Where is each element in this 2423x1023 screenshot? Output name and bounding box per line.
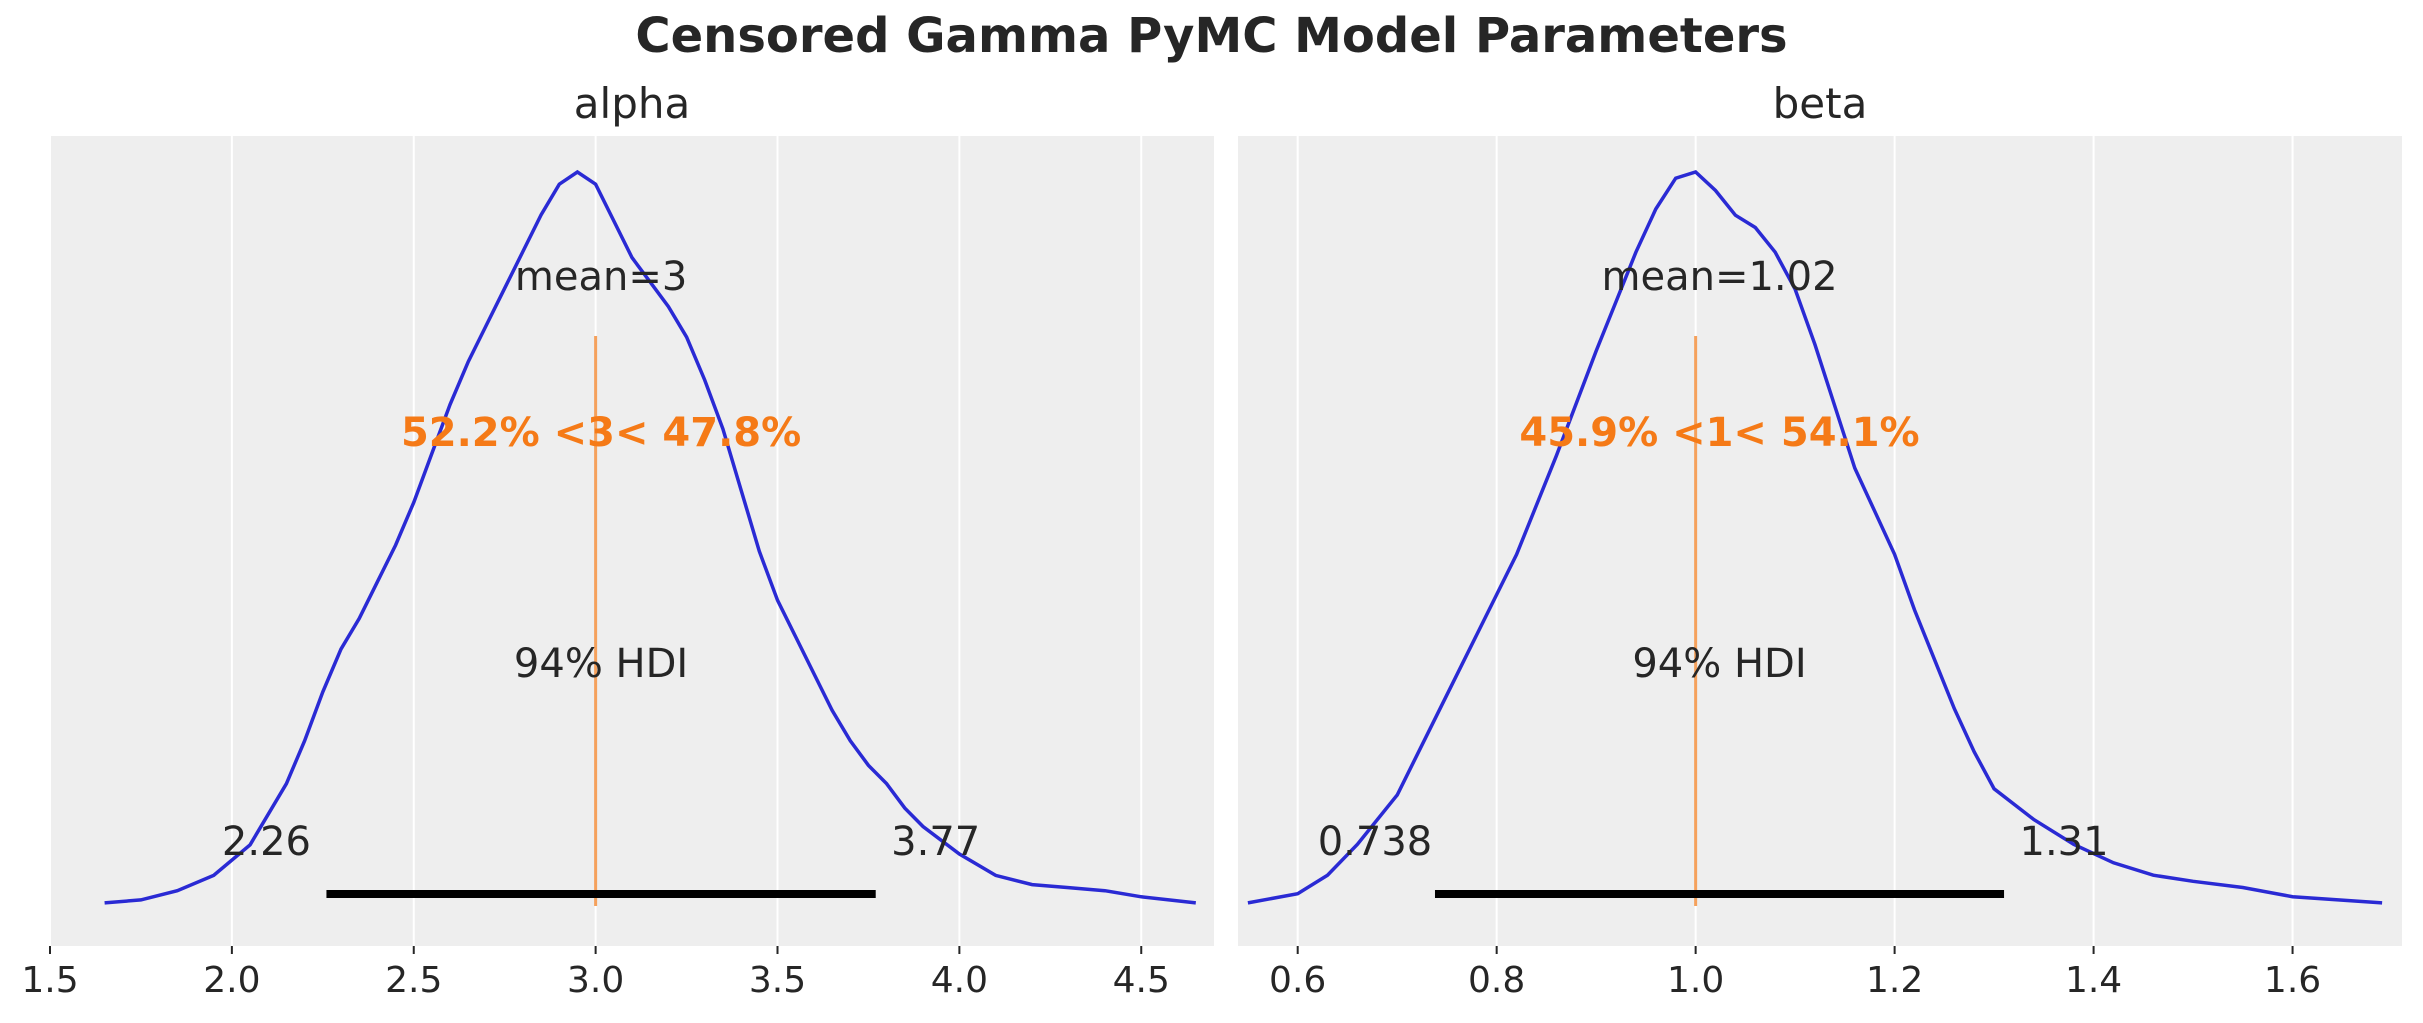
plot-area-alpha bbox=[50, 136, 1214, 946]
x-tick-label: 1.2 bbox=[1866, 960, 1923, 1001]
x-axis-beta: 0.6 0.8 1.0 1.2 1.4 1.6 bbox=[1269, 946, 2321, 1001]
hdi-label-beta: 94% HDI bbox=[1632, 641, 1806, 687]
x-tick-label: 2.0 bbox=[203, 960, 260, 1001]
x-tick-label: 1.0 bbox=[1667, 960, 1724, 1001]
x-tick-label: 0.8 bbox=[1468, 960, 1525, 1001]
figure-title: Censored Gamma PyMC Model Parameters bbox=[635, 8, 1788, 64]
plot-area-beta bbox=[1238, 136, 2402, 946]
x-tick-label: 1.4 bbox=[2065, 960, 2122, 1001]
panel-title-alpha: alpha bbox=[574, 79, 690, 128]
panel-beta: 0.6 0.8 1.0 1.2 1.4 1.6 beta mean=1.02 45.9% … bbox=[1238, 79, 2402, 1001]
kde-curve-beta bbox=[1247, 170, 2383, 905]
hdi-label-alpha: 94% HDI bbox=[514, 641, 688, 687]
hdi-high-label-beta: 1.31 bbox=[2020, 819, 2109, 865]
x-tick-label: 3.5 bbox=[749, 960, 806, 1001]
x-tick-label: 3.0 bbox=[567, 960, 624, 1001]
x-tick-label: 2.5 bbox=[385, 960, 442, 1001]
hdi-high-label-alpha: 3.77 bbox=[891, 819, 980, 865]
mean-label-beta: mean=1.02 bbox=[1602, 254, 1838, 300]
hdi-low-label-alpha: 2.26 bbox=[222, 819, 311, 865]
x-tick-label: 4.5 bbox=[1113, 960, 1170, 1001]
x-tick-label: 1.6 bbox=[2264, 960, 2321, 1001]
x-tick-label: 1.5 bbox=[21, 960, 78, 1001]
x-axis-alpha: 1.5 2.0 2.5 3.0 3.5 4.0 4.5 bbox=[21, 946, 1170, 1001]
reference-label-beta: 45.9% <1< 54.1% bbox=[1519, 410, 1919, 456]
x-tick-label: 4.0 bbox=[931, 960, 988, 1001]
reference-label-alpha: 52.2% <3< 47.8% bbox=[401, 410, 801, 456]
mean-label-alpha: mean=3 bbox=[515, 254, 687, 300]
panel-title-beta: beta bbox=[1773, 79, 1868, 128]
panel-alpha: 1.5 2.0 2.5 3.0 3.5 4.0 4.5 alpha mean=3 52.2%… bbox=[21, 79, 1214, 1001]
kde-curve-alpha bbox=[104, 169, 1196, 905]
hdi-low-label-beta: 0.738 bbox=[1318, 819, 1433, 865]
x-tick-label: 0.6 bbox=[1269, 960, 1326, 1001]
